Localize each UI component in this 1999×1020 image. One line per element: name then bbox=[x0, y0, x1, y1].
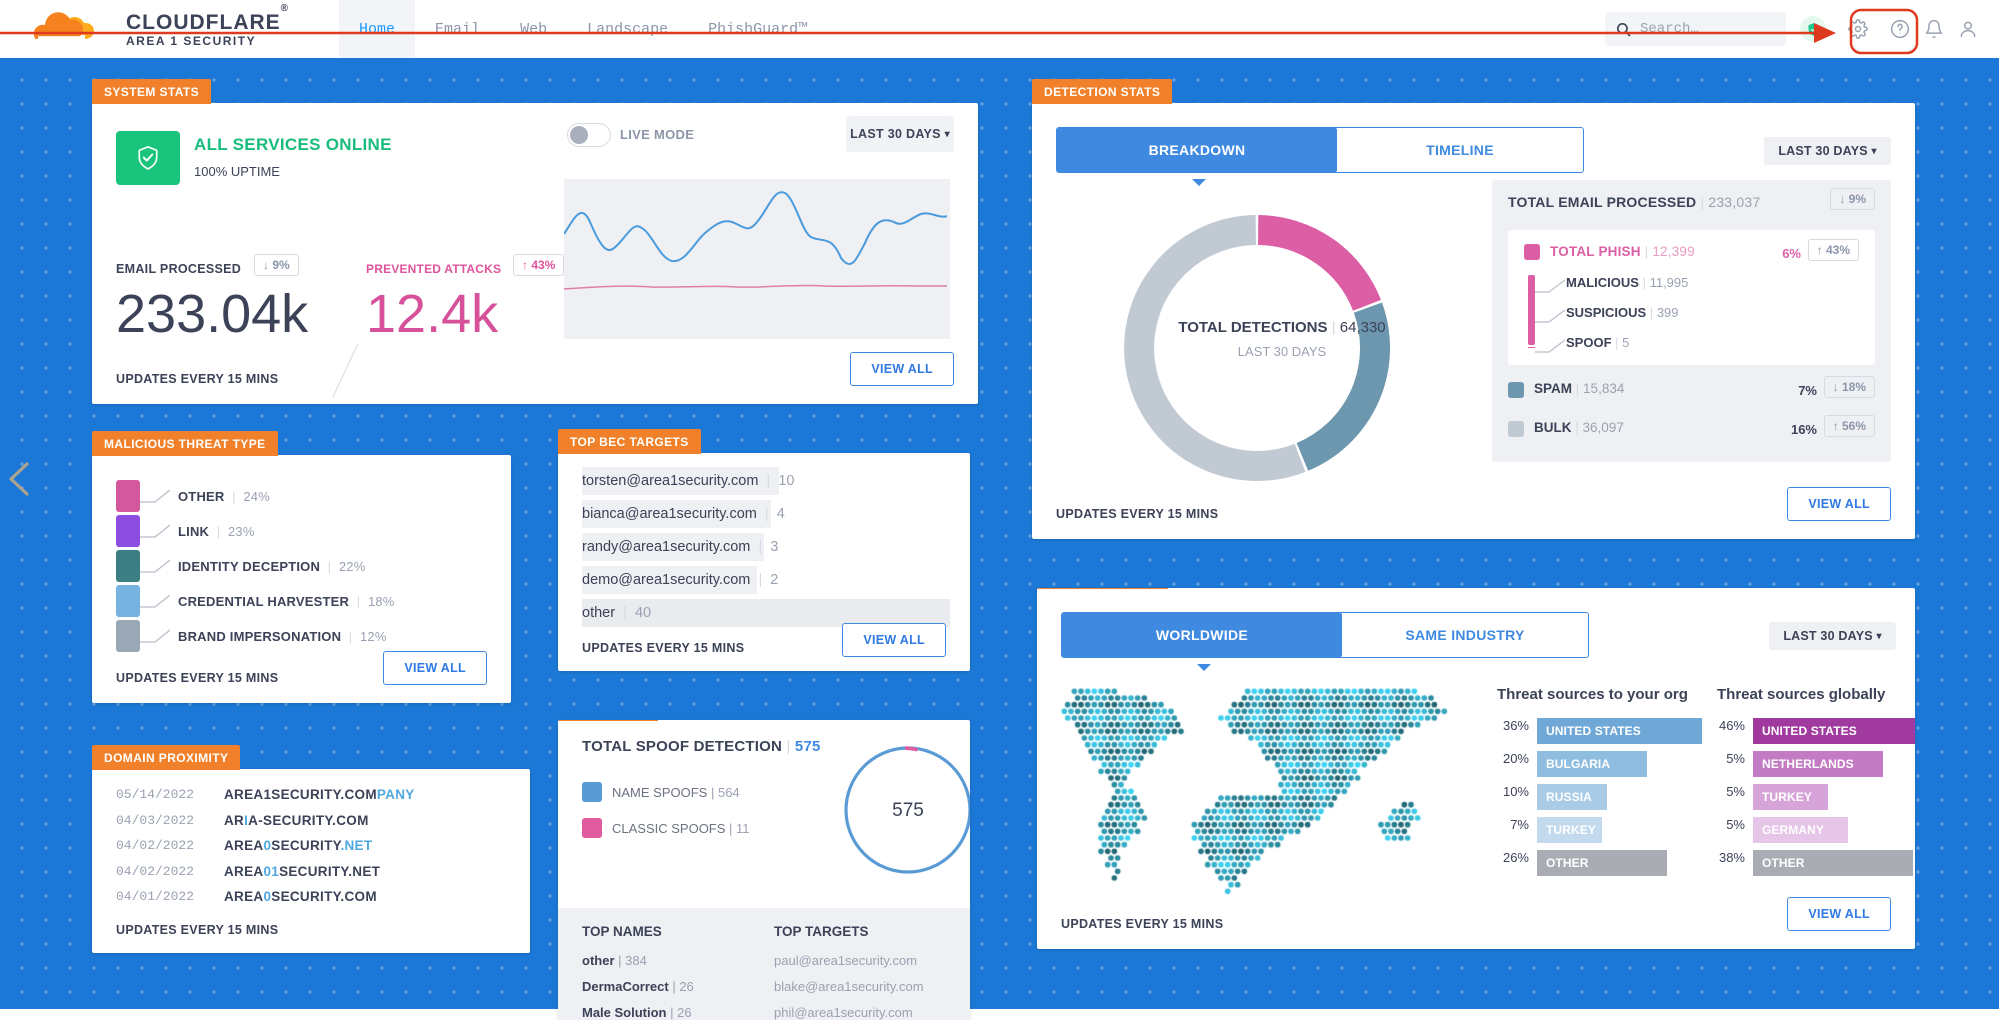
svg-text:575: 575 bbox=[892, 800, 924, 821]
